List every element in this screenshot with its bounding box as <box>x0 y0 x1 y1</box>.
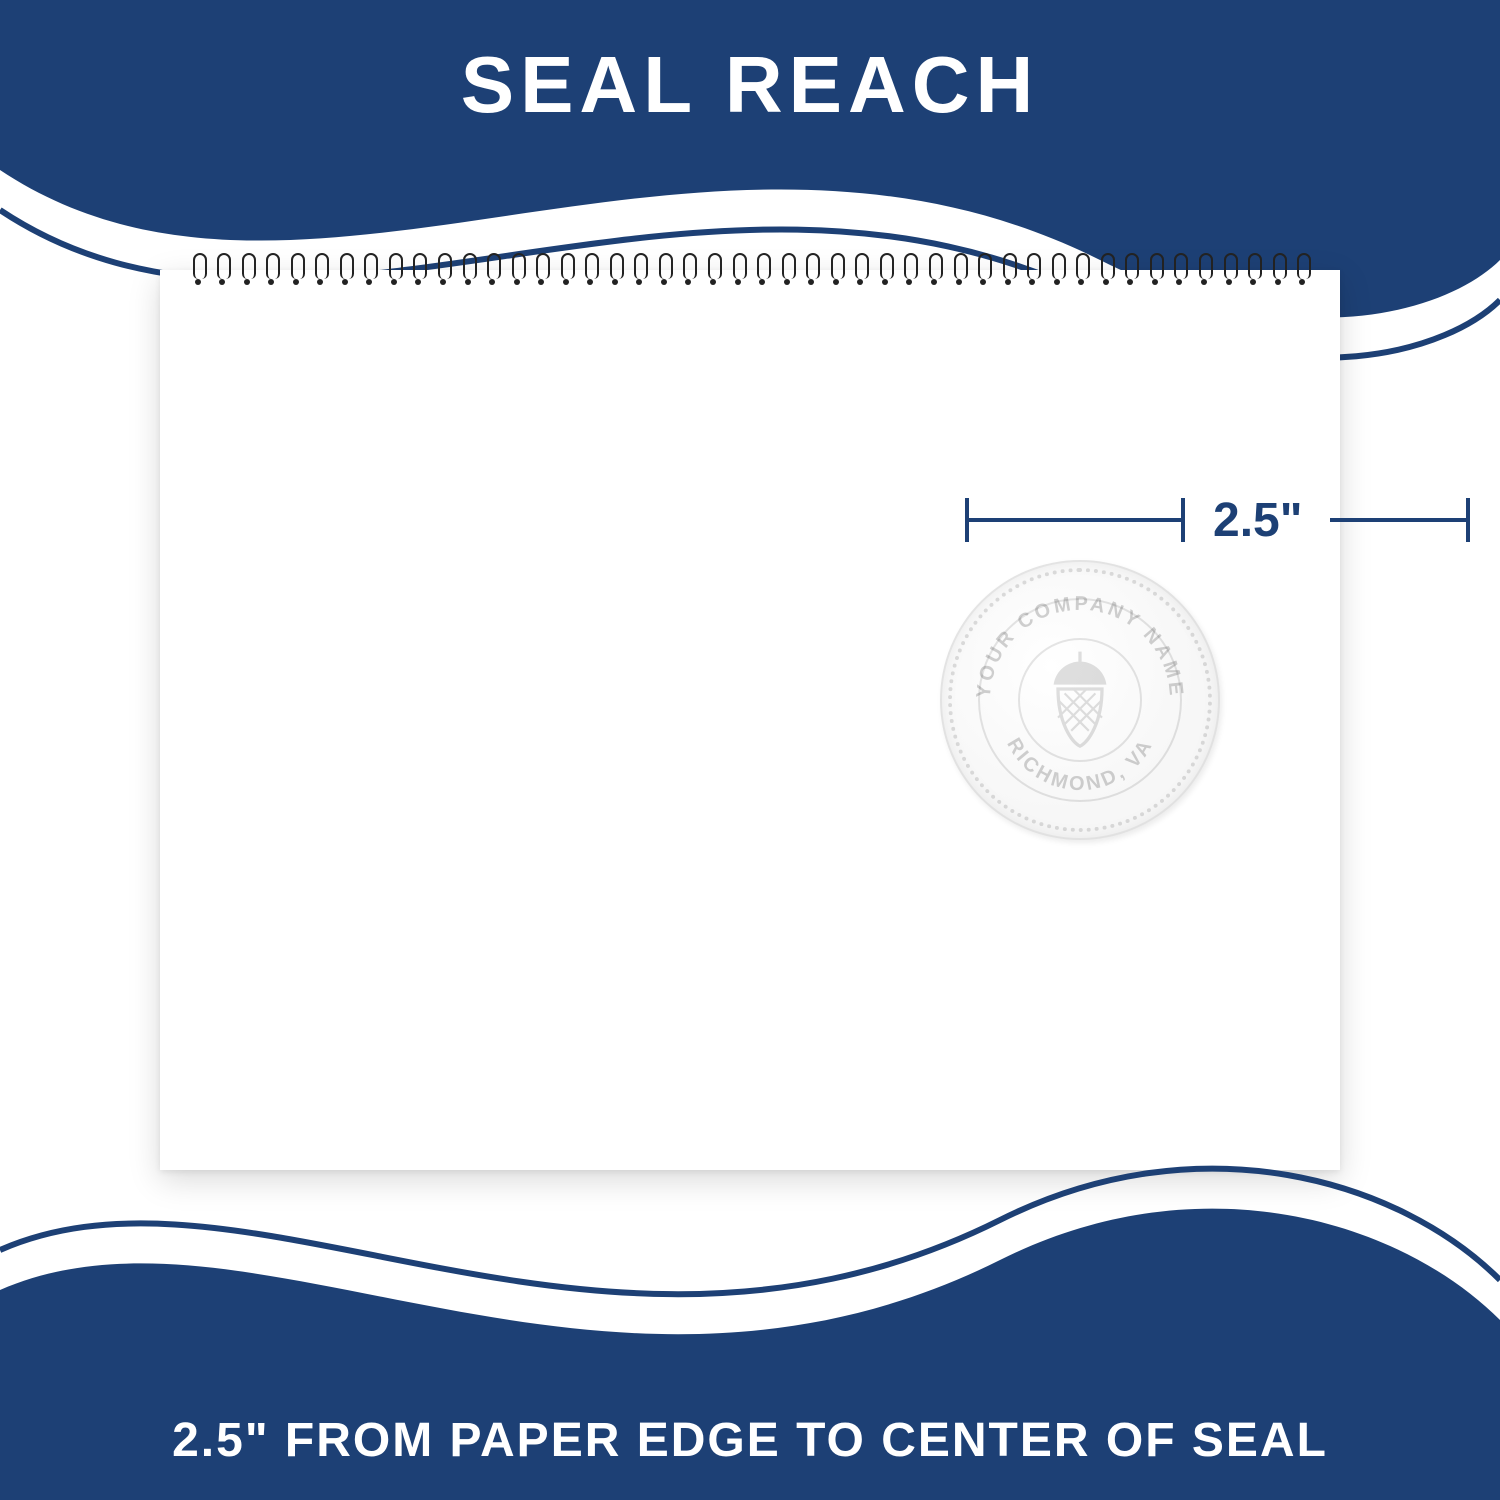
spiral-ring <box>240 253 254 287</box>
spiral-ring <box>1148 253 1162 287</box>
spiral-ring <box>706 253 720 287</box>
spiral-ring <box>1197 253 1211 287</box>
spiral-ring <box>411 253 425 287</box>
spiral-ring <box>1074 253 1088 287</box>
measurement-segment-left <box>965 518 1185 522</box>
spiral-ring <box>804 253 818 287</box>
spiral-ring <box>1123 253 1137 287</box>
spiral-ring <box>1099 253 1113 287</box>
spiral-ring <box>289 253 303 287</box>
acorn-icon <box>1025 645 1135 755</box>
spiral-ring <box>731 253 745 287</box>
spiral-ring <box>608 253 622 287</box>
header-band: SEAL REACH <box>0 0 1500 170</box>
spiral-ring <box>755 253 769 287</box>
spiral-ring <box>215 253 229 287</box>
bottom-wave-decoration <box>0 1140 1500 1400</box>
spiral-ring <box>1172 253 1186 287</box>
spiral-ring <box>387 253 401 287</box>
spiral-ring <box>559 253 573 287</box>
spiral-ring <box>338 253 352 287</box>
spiral-ring <box>510 253 524 287</box>
spiral-ring <box>878 253 892 287</box>
spiral-binding <box>160 248 1340 292</box>
spiral-ring <box>657 253 671 287</box>
spiral-ring <box>829 253 843 287</box>
spiral-ring <box>583 253 597 287</box>
spiral-ring <box>485 253 499 287</box>
spiral-ring <box>632 253 646 287</box>
embossed-seal: YOUR COMPANY NAME RICHMOND, VA <box>940 560 1220 840</box>
spiral-ring <box>927 253 941 287</box>
spiral-ring <box>780 253 794 287</box>
footer-subtitle: 2.5" FROM PAPER EDGE TO CENTER OF SEAL <box>172 1413 1328 1468</box>
spiral-ring <box>264 253 278 287</box>
spiral-ring <box>681 253 695 287</box>
spiral-ring <box>1050 253 1064 287</box>
spiral-ring <box>853 253 867 287</box>
spiral-ring <box>1001 253 1015 287</box>
spiral-ring <box>436 253 450 287</box>
spiral-ring <box>976 253 990 287</box>
measurement-indicator: 2.5" <box>965 490 1495 550</box>
spiral-ring <box>1025 253 1039 287</box>
spiral-ring <box>952 253 966 287</box>
page-title: SEAL REACH <box>461 39 1040 131</box>
infographic-canvas: SEAL REACH 2.5" <box>0 0 1500 1500</box>
spiral-ring <box>1246 253 1260 287</box>
spiral-ring <box>902 253 916 287</box>
spiral-ring <box>1222 253 1236 287</box>
spiral-ring <box>313 253 327 287</box>
spiral-ring <box>1271 253 1285 287</box>
footer-band: 2.5" FROM PAPER EDGE TO CENTER OF SEAL <box>0 1380 1500 1500</box>
spiral-ring <box>191 253 205 287</box>
spiral-ring <box>534 253 548 287</box>
measurement-segment-right <box>1330 518 1470 522</box>
spiral-ring <box>1295 253 1309 287</box>
spiral-ring <box>461 253 475 287</box>
spiral-ring <box>362 253 376 287</box>
measurement-value: 2.5" <box>1185 493 1330 548</box>
